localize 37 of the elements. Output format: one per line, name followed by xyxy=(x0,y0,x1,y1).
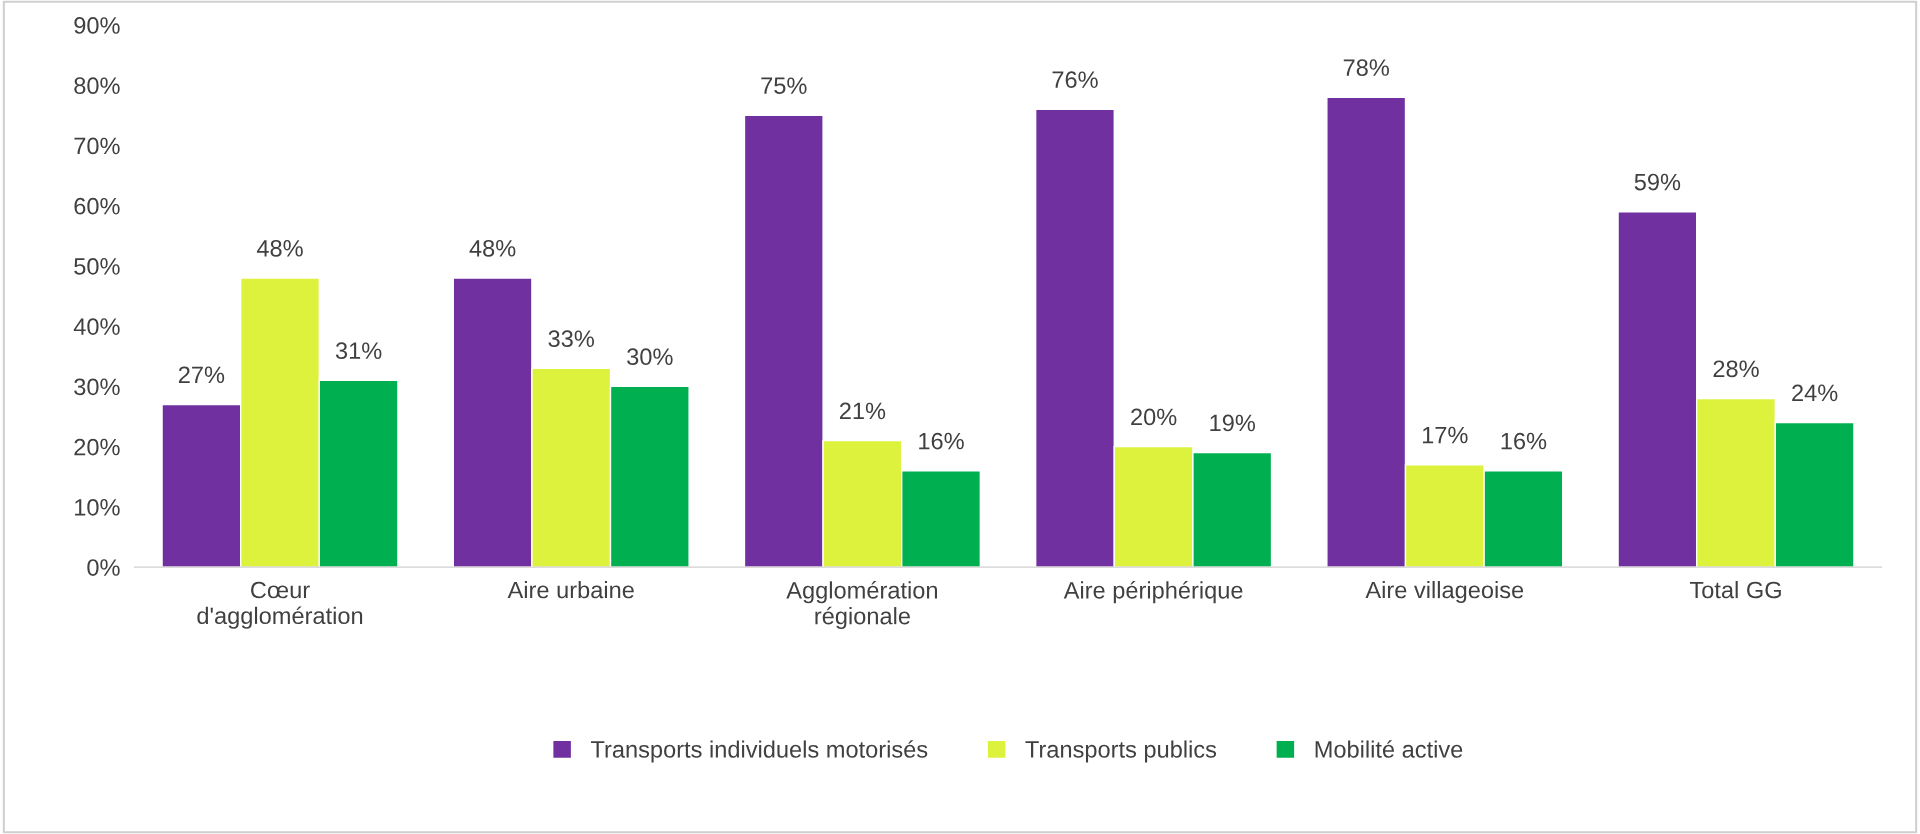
data-label: 16% xyxy=(1501,432,1547,450)
y-tick-label: 0% xyxy=(87,559,120,576)
y-tick-label: 90% xyxy=(74,17,120,34)
x-tick-label: Aire villageoise xyxy=(1365,581,1524,604)
y-tick-label: 10% xyxy=(75,498,120,516)
data-label: 48% xyxy=(256,239,303,257)
x-tick-label: Agglomération régionale xyxy=(786,581,937,630)
data-label: 48% xyxy=(469,239,516,257)
legend-label: Transports publics xyxy=(1025,740,1217,763)
data-label: 33% xyxy=(548,330,594,348)
y-tick-label: 40% xyxy=(73,318,120,335)
data-label: 30% xyxy=(627,348,673,366)
y-tick-label: 70% xyxy=(74,137,120,155)
x-tick-label: Aire urbaine xyxy=(507,581,634,599)
data-label: 20% xyxy=(1131,408,1177,426)
data-label: 76% xyxy=(1052,71,1098,89)
y-tick-label: 20% xyxy=(74,438,120,456)
data-label: 16% xyxy=(919,432,964,450)
data-label: 59% xyxy=(1634,173,1681,191)
data-label: 17% xyxy=(1422,426,1468,444)
x-tick-label: Aire périphérique xyxy=(1063,581,1243,604)
data-label: 31% xyxy=(335,342,382,360)
legend-label: Transports individuels motorisés xyxy=(590,740,928,763)
y-tick-label: 30% xyxy=(74,378,120,396)
x-tick-label: Total GG xyxy=(1689,581,1781,599)
data-label: 19% xyxy=(1210,414,1256,432)
y-tick-label: 60% xyxy=(74,197,120,215)
data-label: 28% xyxy=(1713,360,1759,378)
y-tick-label: 50% xyxy=(74,258,120,275)
data-label: 75% xyxy=(761,77,807,95)
data-label: 78% xyxy=(1343,59,1389,76)
legend-label: Mobilité active xyxy=(1315,740,1463,758)
y-tick-label: 80% xyxy=(74,77,120,95)
data-label: 27% xyxy=(178,366,225,384)
data-label: 21% xyxy=(839,402,886,420)
data-label: 24% xyxy=(1792,384,1838,402)
x-tick-label: Cœur d'agglomération xyxy=(197,581,363,629)
